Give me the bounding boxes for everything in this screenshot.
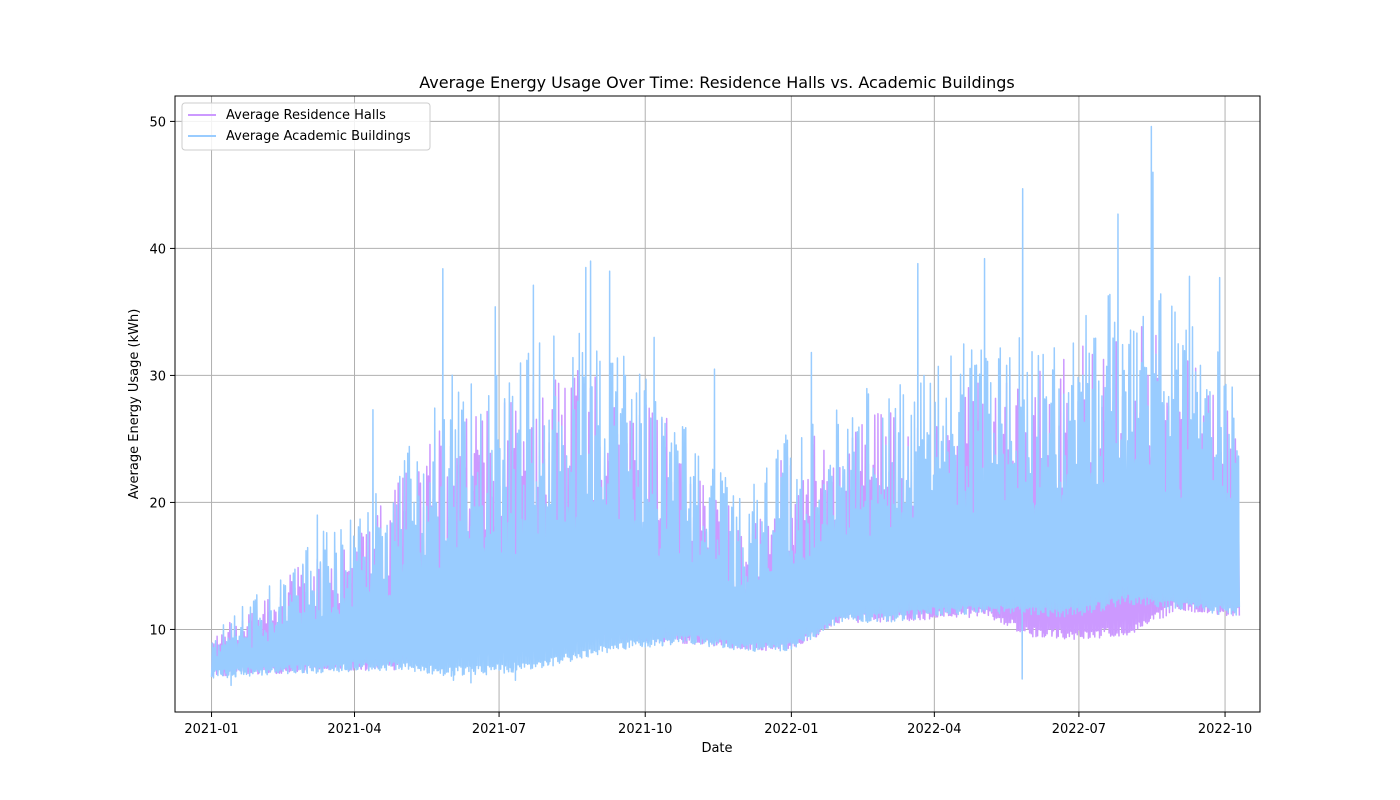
x-tick-label: 2022-01 xyxy=(764,722,818,737)
legend-frame xyxy=(181,102,431,151)
series-line-academic-buildings xyxy=(210,125,1241,687)
y-axis: 10 20 30 40 50 xyxy=(149,115,175,638)
chart-title: Average Energy Usage Over Time: Residenc… xyxy=(419,73,1014,92)
y-tick-label: 10 xyxy=(149,623,166,638)
y-tick-label: 30 xyxy=(149,369,166,384)
legend-label-academic-buildings: Average Academic Buildings xyxy=(226,129,411,144)
x-tick-label: 2021-04 xyxy=(327,722,381,737)
y-axis-label: Average Energy Usage (kWh) xyxy=(127,309,142,500)
legend-label-residence-halls: Average Residence Halls xyxy=(226,108,386,123)
x-tick-label: 2022-04 xyxy=(907,722,961,737)
x-tick-label: 2022-07 xyxy=(1052,722,1106,737)
y-tick-label: 40 xyxy=(149,242,166,257)
plot-area xyxy=(210,125,1241,687)
x-tick-label: 2021-01 xyxy=(184,722,238,737)
x-tick-label: 2021-10 xyxy=(618,722,672,737)
y-tick-label: 50 xyxy=(149,115,166,130)
x-axis: 2021-01 2021-04 2021-07 2021-10 2022-01 2022-… xyxy=(184,712,1252,737)
axes-frame xyxy=(174,95,1261,713)
x-tick-label: 2021-07 xyxy=(472,722,526,737)
y-tick-label: 20 xyxy=(149,496,166,511)
legend: Average Residence Halls Average Academic… xyxy=(181,102,431,151)
x-axis-label: Date xyxy=(701,741,732,756)
x-tick-label: 2022-10 xyxy=(1198,722,1252,737)
